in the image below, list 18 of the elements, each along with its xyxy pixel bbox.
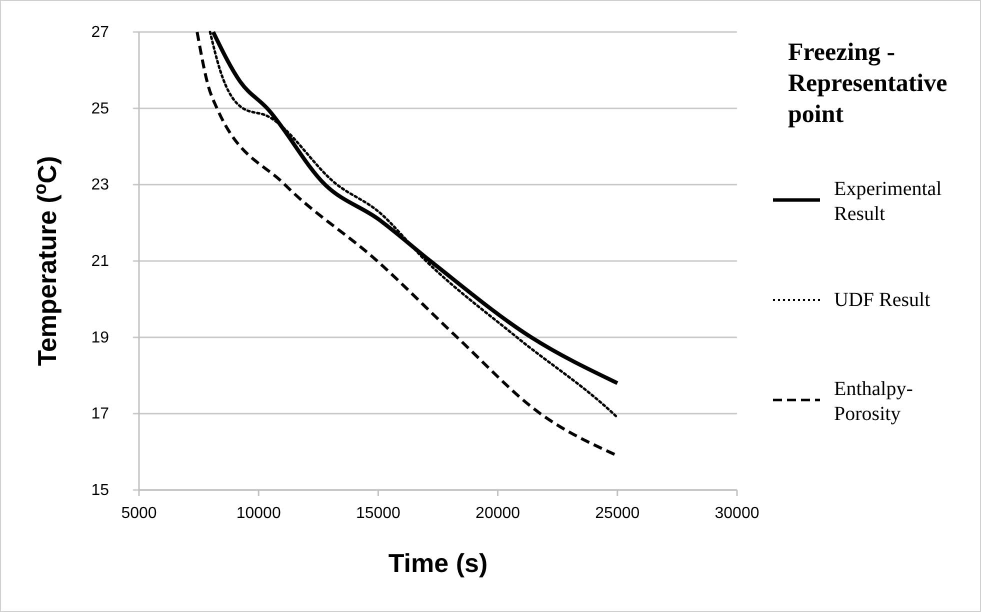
x-axis-title: Time (s) [388,548,488,578]
x-tick-label: 15000 [356,505,401,522]
legend-label: Experimental Result [834,178,942,225]
y-tick-label: 17 [91,406,110,423]
y-tick-label: 21 [91,253,110,270]
legend-label: Enthalpy-Porosity [834,378,913,425]
legend-label: UDF Result [834,289,931,311]
x-tick-label: 20000 [476,505,520,522]
x-tick-label: 30000 [714,505,760,522]
x-tick-label: 10000 [236,505,281,522]
x-tick-label: 5000 [121,505,157,522]
y-tick-label: 25 [91,100,110,118]
y-tick-label: 15 [91,482,110,499]
y-tick-label: 19 [91,329,110,346]
y-tick-label: 23 [91,176,110,194]
x-tick-label: 25000 [595,505,640,522]
y-tick-label: 27 [91,24,110,41]
text: Freezing - Representative point [788,39,948,128]
